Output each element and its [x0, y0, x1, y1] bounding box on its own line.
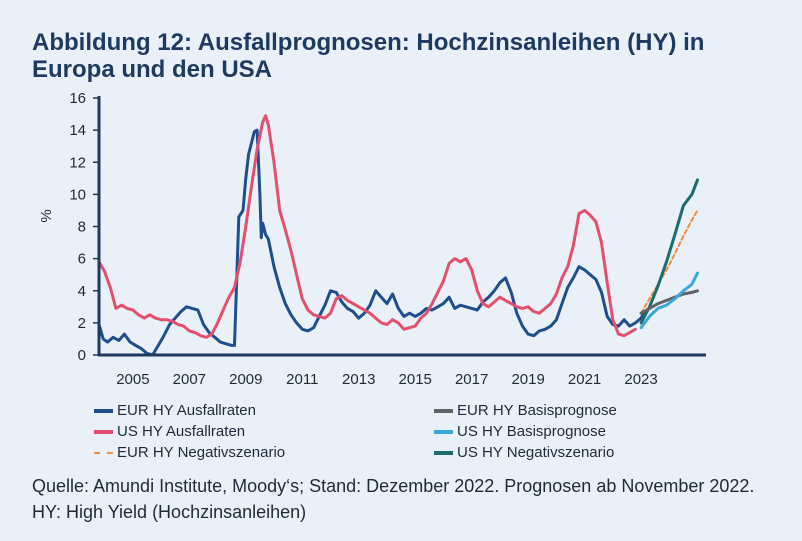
x-tick-label: 2023	[624, 371, 657, 388]
source-note: Quelle: Amundi Institute, Moody‘s; Stand…	[32, 476, 755, 522]
x-tick-label: 2021	[568, 371, 601, 388]
legend-label: EUR HY Ausfallraten	[117, 402, 256, 419]
legend-label: US HY Negativszenario	[457, 444, 615, 461]
legend-swatch	[94, 408, 113, 413]
chart-title: Abbildung 12: Ausfallprognosen: Hochzins…	[32, 29, 705, 83]
legend-label: EUR HY Basisprognose	[457, 402, 617, 419]
series-line-1	[97, 128, 646, 357]
series-layer	[97, 114, 699, 357]
line-chart: 0 2 4 6 8 10 12 14 16 2005 2007 2009 2011 2013 2015 201…	[38, 90, 706, 388]
x-tick-label: 2005	[116, 371, 149, 388]
y-axis-label: %	[38, 209, 55, 222]
y-tick-label: 4	[78, 283, 86, 300]
y-tick-label: 6	[78, 251, 86, 268]
legend-swatch	[434, 408, 453, 413]
y-tick-label: 8	[78, 219, 86, 236]
x-tick-label: 2019	[511, 371, 544, 388]
x-tick-label: 2015	[399, 371, 432, 388]
x-tick-label: 2017	[455, 371, 488, 388]
x-tick-label: 2011	[286, 371, 318, 388]
legend-item: US HY Ausfallraten	[94, 421, 434, 442]
y-tick-label: 0	[78, 347, 86, 364]
legend-item: US HY Basisprognose	[434, 421, 714, 442]
y-tick-label: 12	[69, 154, 86, 171]
legend-label: US HY Basisprognose	[457, 423, 606, 440]
x-tick-label: 2009	[229, 371, 262, 388]
legend-item: US HY Negativszenario	[434, 442, 714, 463]
legend-item: EUR HY Negativszenario	[94, 442, 434, 463]
series-line-4	[639, 178, 699, 325]
axes-layer: 0 2 4 6 8 10 12 14 16 2005 2007 2009 2011 2013 2015 201…	[69, 90, 706, 388]
legend-swatch	[434, 429, 453, 434]
series-line-2	[97, 114, 637, 339]
series-line-6	[639, 271, 699, 330]
chart-legend: EUR HY Ausfallraten EUR HY Basisprognose U…	[94, 400, 714, 463]
legend-swatch	[94, 451, 113, 454]
legend-item: EUR HY Basisprognose	[434, 400, 714, 421]
legend-swatch	[434, 450, 453, 455]
x-tick-label: 2013	[342, 371, 375, 388]
series-line-3	[640, 209, 699, 315]
y-tick-label: 14	[69, 122, 86, 139]
y-tick-label: 16	[69, 90, 86, 107]
legend-label: EUR HY Negativszenario	[117, 444, 286, 461]
legend-swatch	[94, 429, 113, 434]
legend-label: US HY Ausfallraten	[117, 423, 246, 440]
y-tick-label: 2	[78, 315, 86, 332]
x-tick-label: 2007	[173, 371, 206, 388]
legend-item: EUR HY Ausfallraten	[94, 400, 434, 421]
y-tick-label: 10	[69, 186, 86, 203]
series-line-5	[639, 289, 699, 315]
